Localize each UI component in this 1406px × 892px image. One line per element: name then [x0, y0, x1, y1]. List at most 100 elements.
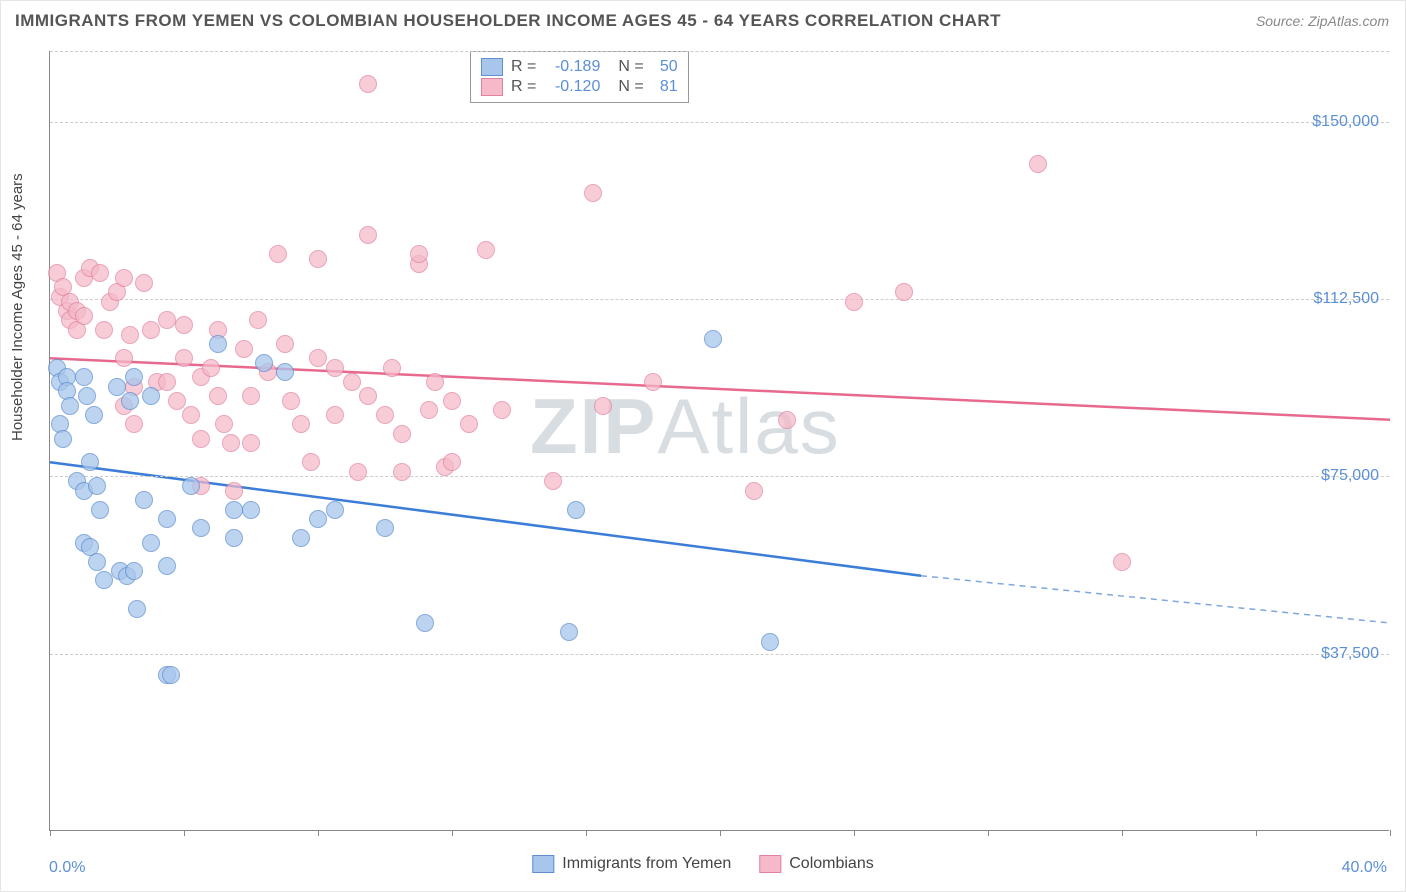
stats-row-yemen: R = -0.189 N = 50	[481, 58, 678, 76]
legend-item-yemen: Immigrants from Yemen	[532, 855, 731, 873]
data-point	[95, 321, 113, 339]
data-point	[249, 311, 267, 329]
bottom-legend: Immigrants from Yemen Colombians	[532, 855, 873, 873]
data-point	[162, 666, 180, 684]
stat-r-yemen: -0.189	[544, 58, 600, 76]
data-point	[121, 392, 139, 410]
data-point	[85, 406, 103, 424]
data-point	[644, 373, 662, 391]
stat-r-colombians: -0.120	[544, 78, 600, 96]
data-point	[594, 397, 612, 415]
data-point	[175, 349, 193, 367]
data-point	[95, 571, 113, 589]
data-point	[292, 415, 310, 433]
data-point	[359, 226, 377, 244]
data-point	[343, 373, 361, 391]
data-point	[292, 529, 310, 547]
data-point	[309, 510, 327, 528]
data-point	[125, 368, 143, 386]
legend-swatch-colombians	[759, 855, 781, 873]
data-point	[78, 387, 96, 405]
data-point	[115, 269, 133, 287]
watermark-rest: Atlas	[657, 382, 840, 470]
stat-n-label: N =	[618, 78, 643, 96]
plot-area: ZIPAtlas R = -0.189 N = 50 R = -0.120 N …	[49, 51, 1389, 831]
x-tick	[586, 830, 587, 836]
stat-n-label: N =	[618, 58, 643, 76]
data-point	[182, 477, 200, 495]
data-point	[125, 562, 143, 580]
data-point	[255, 354, 273, 372]
data-point	[225, 529, 243, 547]
data-point	[845, 293, 863, 311]
data-point	[81, 453, 99, 471]
gridline	[50, 476, 1389, 477]
data-point	[309, 250, 327, 268]
y-tick-label: $150,000	[1312, 113, 1379, 131]
data-point	[302, 453, 320, 471]
data-point	[761, 633, 779, 651]
stat-r-label: R =	[511, 78, 536, 96]
data-point	[383, 359, 401, 377]
data-point	[326, 501, 344, 519]
data-point	[91, 501, 109, 519]
data-point	[349, 463, 367, 481]
y-axis-label: Householder Income Ages 45 - 64 years	[9, 173, 26, 441]
chart-title: IMMIGRANTS FROM YEMEN VS COLOMBIAN HOUSE…	[15, 11, 1001, 31]
data-point	[61, 397, 79, 415]
x-tick	[318, 830, 319, 836]
chart-source: Source: ZipAtlas.com	[1256, 13, 1389, 29]
chart-container: IMMIGRANTS FROM YEMEN VS COLOMBIAN HOUSE…	[0, 0, 1406, 892]
data-point	[158, 311, 176, 329]
stats-row-colombians: R = -0.120 N = 81	[481, 78, 678, 96]
data-point	[276, 335, 294, 353]
data-point	[158, 557, 176, 575]
data-point	[88, 477, 106, 495]
data-point	[54, 430, 72, 448]
data-point	[121, 326, 139, 344]
data-point	[282, 392, 300, 410]
watermark-bold: ZIP	[530, 382, 657, 470]
x-tick	[1122, 830, 1123, 836]
data-point	[75, 368, 93, 386]
data-point	[91, 264, 109, 282]
data-point	[142, 321, 160, 339]
data-point	[202, 359, 220, 377]
data-point	[567, 501, 585, 519]
data-point	[168, 392, 186, 410]
y-tick-label: $112,500	[1313, 290, 1379, 308]
data-point	[493, 401, 511, 419]
data-point	[376, 406, 394, 424]
x-tick	[988, 830, 989, 836]
data-point	[242, 501, 260, 519]
data-point	[88, 553, 106, 571]
stat-n-yemen: 50	[652, 58, 678, 76]
data-point	[443, 453, 461, 471]
data-point	[209, 335, 227, 353]
watermark: ZIPAtlas	[530, 381, 841, 472]
data-point	[560, 623, 578, 641]
gridline	[50, 122, 1389, 123]
data-point	[584, 184, 602, 202]
data-point	[704, 330, 722, 348]
stats-legend: R = -0.189 N = 50 R = -0.120 N = 81	[470, 51, 689, 103]
data-point	[544, 472, 562, 490]
data-point	[1113, 553, 1131, 571]
data-point	[309, 349, 327, 367]
y-tick-label: $37,500	[1321, 645, 1379, 663]
data-point	[326, 406, 344, 424]
stat-r-label: R =	[511, 58, 536, 76]
data-point	[410, 245, 428, 263]
data-point	[158, 510, 176, 528]
gridline	[50, 654, 1389, 655]
x-tick	[854, 830, 855, 836]
data-point	[443, 392, 461, 410]
data-point	[242, 387, 260, 405]
x-tick	[1390, 830, 1391, 836]
data-point	[135, 491, 153, 509]
data-point	[426, 373, 444, 391]
data-point	[477, 241, 495, 259]
data-point	[895, 283, 913, 301]
legend-label-colombians: Colombians	[789, 855, 873, 873]
data-point	[175, 316, 193, 334]
